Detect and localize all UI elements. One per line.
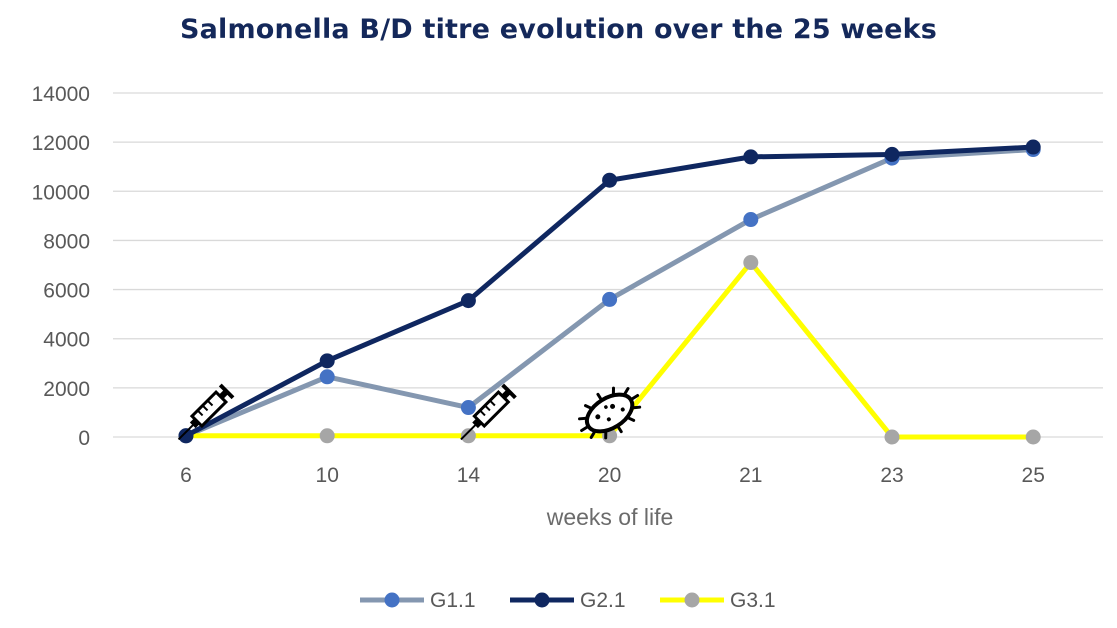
legend: G1.1 G2.1 G3.1 [360,589,776,612]
x-tick-label: 21 [739,464,762,487]
data-point [743,255,759,271]
bacteria-icon [578,386,642,440]
data-point [602,291,618,307]
data-point [319,353,335,369]
y-tick-label: 14000 [32,83,90,106]
data-point [319,428,335,444]
x-tick-label: 14 [457,464,481,487]
data-point [319,369,335,385]
series-G2.1 [178,139,1041,444]
x-tick-label: 6 [180,464,192,487]
gridlines [113,92,1103,438]
x-tick-label: 20 [598,464,621,487]
data-point [1025,429,1041,445]
legend-label: G2.1 [580,589,626,612]
series-group [178,139,1041,445]
series-line [183,144,1036,439]
data-point [743,212,759,228]
data-point [460,428,476,444]
legend-item-G3.1: G3.1 [660,589,776,612]
legend-marker [384,592,400,608]
data-point [884,146,900,162]
y-axis-ticks: 0 2000 4000 6000 8000 10000 12000 14000 [32,83,90,450]
y-tick-label: 4000 [43,329,90,352]
y-tick-label: 12000 [32,132,90,155]
data-point [460,400,476,416]
data-point [178,428,194,444]
legend-item-G1.1: G1.1 [360,589,476,612]
x-tick-label: 23 [880,464,903,487]
syringe-icon [177,383,235,441]
y-tick-label: 10000 [32,181,90,204]
y-tick-label: 6000 [43,280,90,303]
data-point [743,149,759,165]
legend-label: G1.1 [430,589,476,612]
y-tick-label: 0 [78,427,90,450]
legend-label: G3.1 [730,589,776,612]
annotation-icons [177,383,642,441]
data-point [1025,139,1041,155]
x-tick-label: 10 [316,464,339,487]
chart-title: Salmonella B/D titre evolution over the … [179,14,938,45]
x-axis-ticks: 6 10 14 20 21 23 25 [180,464,1045,487]
legend-item-G2.1: G2.1 [510,589,626,612]
x-axis-title: weeks of life [546,504,674,530]
y-tick-label: 8000 [43,230,90,253]
legend-marker [534,592,550,608]
syringe-icon [460,383,517,441]
legend-marker [684,592,700,608]
data-point [602,172,618,188]
data-point [460,293,476,309]
x-tick-label: 25 [1022,464,1045,487]
data-point [884,429,900,445]
y-tick-label: 2000 [43,378,90,401]
